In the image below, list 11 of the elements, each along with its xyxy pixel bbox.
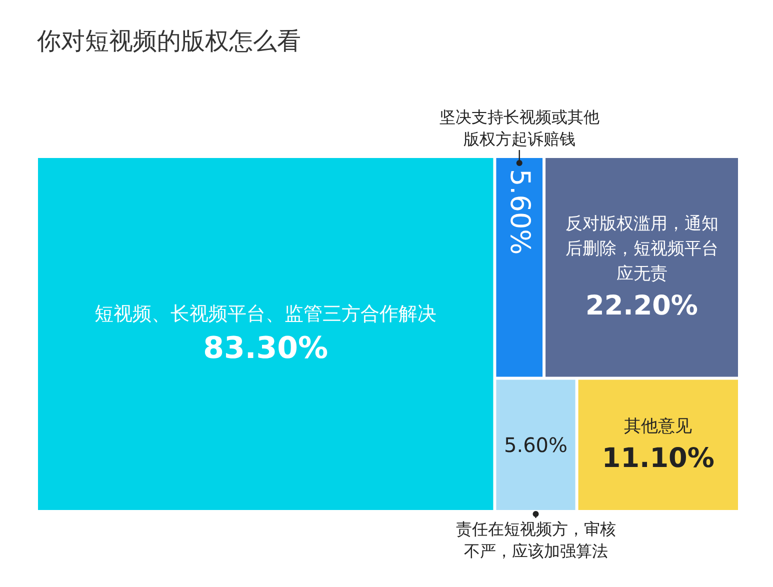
category-label: 坚决支持长视频或其他版权方起诉赔钱 xyxy=(439,108,600,148)
category-label: 责任在短视频方，审核不严，应该加强算法 xyxy=(456,520,616,560)
category-label: 短视频、长视频平台、监管三方合作解决 xyxy=(94,303,437,325)
text: 你对短视频的版权怎么看 xyxy=(36,27,301,55)
category-label: 反对版权滥用，通知后删除，短视频平台应无责 xyxy=(565,214,718,284)
data-label: 83.30% xyxy=(203,331,328,366)
data-label: 22.20% xyxy=(586,290,698,322)
data-label: 5.60% xyxy=(504,432,568,457)
category-label: 其他意见 xyxy=(624,416,692,436)
data-label: 5.60% xyxy=(504,169,535,255)
data-label: 11.10% xyxy=(602,442,714,474)
